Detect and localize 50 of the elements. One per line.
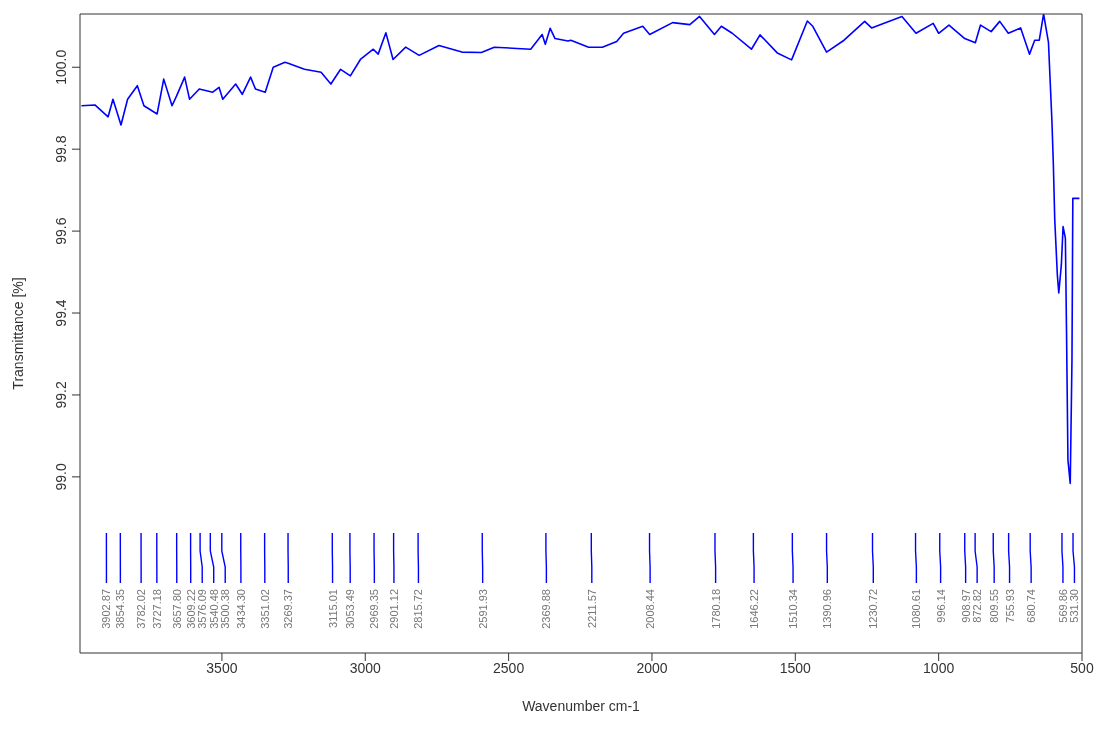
annotation: 2369.88 (540, 589, 553, 629)
annotation: 3657.80 (170, 589, 183, 629)
y-tick-label: 99.8 (53, 135, 69, 163)
x-tick-label: 1500 (779, 659, 812, 676)
annotation: 1510.34 (787, 589, 800, 629)
annotation: 3576.09 (196, 589, 209, 629)
annotation: 1080.61 (910, 589, 923, 629)
annotation: 2901.12 (387, 589, 400, 629)
annotation: 872.82 (971, 589, 984, 623)
annotation: 2008.44 (644, 589, 657, 629)
annotation: 680.74 (1025, 589, 1038, 623)
annotation: 3500.38 (219, 589, 232, 629)
x-tick-label: 1000 (923, 659, 955, 676)
annotation: 3115.01 (326, 589, 339, 628)
annotation: 1230.72 (867, 589, 880, 629)
annotation: 1646.22 (748, 589, 761, 629)
annotation: 3540.48 (207, 589, 220, 629)
annotation: 3351.02 (258, 589, 271, 629)
annotation: 2969.35 (368, 589, 381, 629)
annotation: 3854.35 (114, 589, 127, 629)
x-tick-label: 3500 (206, 659, 238, 676)
x-tick-label: 500 (1070, 659, 1094, 676)
y-tick-label: 100.0 (53, 49, 69, 85)
x-axis-title: Wavenumber cm-1 (522, 698, 641, 714)
y-tick-label: 99.6 (53, 217, 69, 245)
annotation: 809.55 (988, 589, 1001, 623)
annotation: 3434.30 (234, 589, 247, 629)
annotation: 996.14 (934, 589, 947, 623)
x-tick-label: 2000 (636, 659, 668, 676)
annotation: 531.30 (1068, 589, 1081, 623)
annotation: 3269.37 (282, 589, 295, 629)
annotation: 3609.22 (184, 589, 197, 629)
annotation: 3727.18 (150, 589, 163, 629)
y-tick-label: 99.4 (53, 299, 69, 327)
y-tick-label: 99.2 (53, 381, 69, 409)
y-axis-title: Transmittance [%] (9, 277, 26, 390)
annotation: 3902.87 (100, 589, 113, 629)
annotation: 2211.57 (585, 589, 598, 628)
annotation: 2815.72 (412, 589, 425, 629)
annotation: 755.93 (1003, 589, 1016, 623)
annotation: 1780.18 (709, 589, 722, 629)
y-tick-label: 99.0 (53, 463, 69, 491)
annotation: 3782.02 (135, 589, 148, 629)
x-tick-label: 3000 (349, 659, 382, 676)
annotation: 3053.49 (344, 589, 357, 629)
annotation: 2591.93 (476, 589, 489, 629)
annotation: 908.97 (959, 589, 972, 623)
annotation: 569.86 (1056, 589, 1069, 623)
annotation: 1390.96 (821, 589, 834, 629)
x-tick-label: 2500 (493, 659, 525, 676)
